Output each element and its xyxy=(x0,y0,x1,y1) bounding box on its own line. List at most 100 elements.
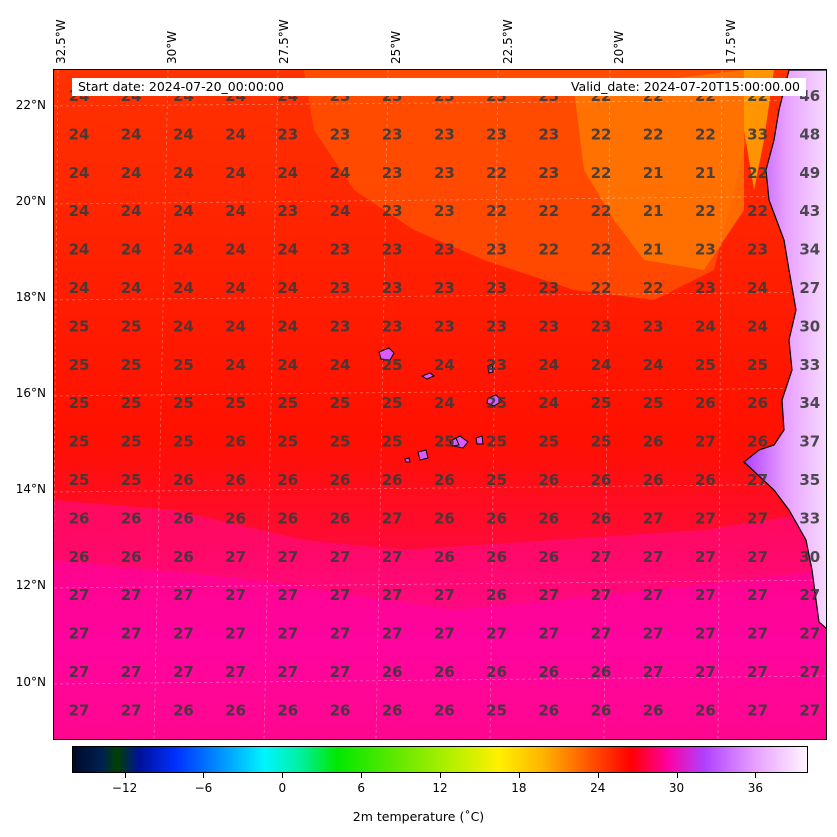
grid-value-label: 26 xyxy=(382,701,403,719)
grid-value-label: 27 xyxy=(121,586,142,604)
grid-value-label: 24 xyxy=(69,241,90,259)
grid-value-label: 27 xyxy=(69,625,90,643)
grid-value-label: 22 xyxy=(538,202,559,220)
colorbar-tick xyxy=(203,773,205,778)
grid-value-label: 26 xyxy=(643,471,664,489)
grid-value-label: 27 xyxy=(434,586,455,604)
grid-value-label: 27 xyxy=(747,625,768,643)
grid-value-label: 26 xyxy=(747,394,768,412)
grid-value-label: 26 xyxy=(121,509,142,527)
grid-value-label: 25 xyxy=(121,356,142,374)
grid-value-label: 23 xyxy=(330,317,351,335)
colorbar xyxy=(72,746,808,773)
grid-value-label: 27 xyxy=(225,663,246,681)
cool-upwelling xyxy=(744,70,774,190)
grid-value-label: 24 xyxy=(330,202,351,220)
colorbar-tick xyxy=(440,773,441,778)
grid-value-label: 23 xyxy=(643,317,664,335)
grid-value-label: 27 xyxy=(225,625,246,643)
grid-value-label: 24 xyxy=(225,317,246,335)
colorbar-tick-label: 18 xyxy=(511,781,527,795)
grid-value-label: 23 xyxy=(434,279,455,297)
grid-value-label: 21 xyxy=(643,202,664,220)
grid-value-label: 27 xyxy=(382,509,403,527)
grid-value-label: 26 xyxy=(643,433,664,451)
grid-value-label: 24 xyxy=(330,356,351,374)
grid-value-label: 27 xyxy=(330,548,351,566)
grid-value-label: 27 xyxy=(277,586,298,604)
grid-value-label: 27 xyxy=(277,548,298,566)
grid-value-label: 23 xyxy=(382,241,403,259)
grid-value-label: 26 xyxy=(277,701,298,719)
grid-value-label: 27 xyxy=(330,586,351,604)
grid-value-label: 26 xyxy=(434,471,455,489)
grid-value-label: 23 xyxy=(486,279,507,297)
colorbar-tick xyxy=(755,773,757,778)
grid-value-label: 24 xyxy=(121,202,142,220)
grid-value-label: 27 xyxy=(591,625,612,643)
grid-value-label: 23 xyxy=(695,279,716,297)
grid-value-label: 21 xyxy=(643,241,664,259)
grid-value-label: 35 xyxy=(799,471,820,489)
grid-value-label: 25 xyxy=(69,317,90,335)
colorbar-tick-label: −6 xyxy=(194,781,213,795)
grid-value-label: 22 xyxy=(643,279,664,297)
grid-value-label: 22 xyxy=(486,164,507,182)
grid-value-label: 26 xyxy=(538,701,559,719)
grid-value-label: 24 xyxy=(277,241,298,259)
grid-value-label: 33 xyxy=(799,509,820,527)
latitude-label: 10°N xyxy=(15,675,46,689)
colorbar-tick xyxy=(518,773,520,778)
grid-value-label: 26 xyxy=(382,663,403,681)
grid-value-label: 24 xyxy=(225,241,246,259)
grid-value-label: 23 xyxy=(695,241,716,259)
grid-value-label: 26 xyxy=(382,471,403,489)
colorbar-tick-label: 24 xyxy=(590,781,606,795)
grid-value-label: 23 xyxy=(330,241,351,259)
latitude-label: 12°N xyxy=(15,578,46,592)
grid-value-label: 27 xyxy=(695,509,716,527)
graticule xyxy=(54,70,826,739)
grid-value-label: 27 xyxy=(799,701,820,719)
grid-value-label: 21 xyxy=(695,164,716,182)
grid-value-label: 24 xyxy=(277,356,298,374)
grid-value-label: 27 xyxy=(695,433,716,451)
grid-value-label: 27 xyxy=(643,548,664,566)
grid-value-label: 23 xyxy=(434,164,455,182)
grid-value-label: 23 xyxy=(330,125,351,143)
grid-value-label: 25 xyxy=(121,433,142,451)
start-date-label: Start date: 2024-07-20_00:00:00 xyxy=(78,79,284,94)
grid-value-label: 26 xyxy=(434,701,455,719)
grid-value-label: 23 xyxy=(538,279,559,297)
grid-value-label: 25 xyxy=(486,433,507,451)
grid-value-label: 27 xyxy=(799,586,820,604)
grid-value-label: 25 xyxy=(747,356,768,374)
grid-value-label: 34 xyxy=(799,394,820,412)
grid-value-label: 24 xyxy=(277,317,298,335)
grid-value-label: 23 xyxy=(382,125,403,143)
grid-value-label: 25 xyxy=(121,317,142,335)
grid-value-label: 27 xyxy=(747,701,768,719)
map-panel: 24 24 24 24 24 23 23 23 23 23 22 22 22 22 46 24 24 24 24 23… xyxy=(53,69,827,740)
grid-value-label: 25 xyxy=(173,356,194,374)
colorbar-tick-label: 6 xyxy=(357,781,365,795)
grid-value-label: 24 xyxy=(121,279,142,297)
grid-value-label: 26 xyxy=(486,586,507,604)
grid-value-label: 33 xyxy=(799,356,820,374)
grid-value-label: 27 xyxy=(173,663,194,681)
grid-value-label: 24 xyxy=(69,125,90,143)
grid-value-label: 24 xyxy=(277,164,298,182)
grid-value-label: 27 xyxy=(121,663,142,681)
grid-value-label: 26 xyxy=(486,663,507,681)
grid-value-label: 27 xyxy=(121,625,142,643)
grid-value-label: 27 xyxy=(382,625,403,643)
grid-value-label: 24 xyxy=(538,394,559,412)
grid-value-label: 24 xyxy=(643,356,664,374)
grid-value-label: 30 xyxy=(799,317,820,335)
grid-value-label: 25 xyxy=(382,394,403,412)
grid-value-label: 27 xyxy=(69,663,90,681)
grid-value-label: 23 xyxy=(382,202,403,220)
africa-land xyxy=(743,70,826,630)
grid-value-label: 26 xyxy=(538,548,559,566)
grid-value-label: 24 xyxy=(225,125,246,143)
